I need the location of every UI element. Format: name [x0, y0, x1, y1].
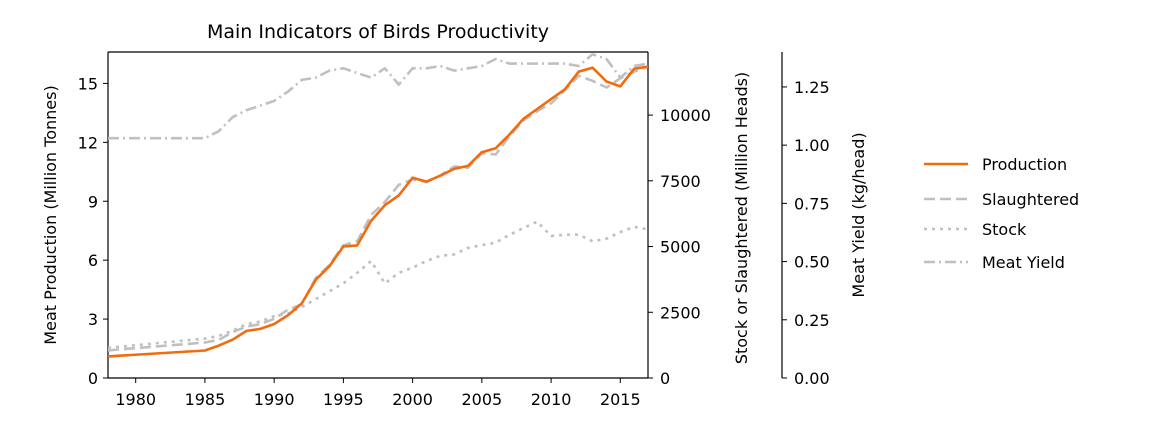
- legend-label-stock: Stock: [982, 220, 1027, 239]
- right1-axis-label: Stock or Slaughtered (Million Heads): [732, 72, 751, 364]
- tick-labels: 1980 1985 1990 1995 2000 2005 2010 2015 0 3 6 9 12 15…: [78, 74, 830, 409]
- x-tick-label: 1990: [254, 390, 295, 409]
- right2-tick-label: 0.00: [794, 369, 830, 388]
- right2-tick-label: 1.25: [794, 78, 830, 97]
- right1-tick-label: 5000: [660, 238, 701, 257]
- chart-title: Main Indicators of Birds Productivity: [207, 21, 549, 43]
- series-meat-yield: [108, 52, 648, 140]
- right1-tick-label: 2500: [660, 303, 701, 322]
- x-tick-label: 2000: [392, 390, 433, 409]
- left-tick-label: 12: [78, 133, 98, 152]
- series-production: [108, 65, 648, 358]
- legend: Production Slaughtered Stock Meat Yield: [924, 155, 1079, 272]
- left-axis-label: Meat Production (Million Tonnes): [41, 85, 60, 344]
- axes: [103, 51, 787, 383]
- left-tick-label: 6: [88, 251, 98, 270]
- left-tick-label: 9: [88, 192, 98, 211]
- x-tick-label: 2015: [600, 390, 641, 409]
- series-slaughtered: [108, 65, 648, 352]
- right2-tick-label: 0.75: [794, 194, 830, 213]
- right1-tick-label: 10000: [660, 106, 711, 125]
- legend-label-meat-yield: Meat Yield: [982, 253, 1065, 272]
- x-tick-label: 1995: [323, 390, 364, 409]
- series-stock: [108, 220, 648, 350]
- right2-axis-label: Meat Yield (kg/head): [849, 132, 868, 297]
- left-tick-label: 3: [88, 310, 98, 329]
- x-tick-label: 1980: [115, 390, 156, 409]
- data-lines: [108, 52, 648, 358]
- right2-tick-label: 0.25: [794, 311, 830, 330]
- legend-label-production: Production: [982, 155, 1067, 174]
- right1-tick-label: 7500: [660, 172, 701, 191]
- left-tick-label: 15: [78, 74, 98, 93]
- x-tick-label: 2010: [531, 390, 572, 409]
- left-tick-label: 0: [88, 369, 98, 388]
- legend-label-slaughtered: Slaughtered: [982, 190, 1079, 209]
- right2-tick-label: 0.50: [794, 253, 830, 272]
- right2-tick-label: 1.00: [794, 136, 830, 155]
- x-tick-label: 2005: [461, 390, 502, 409]
- right1-tick-label: 0: [660, 369, 670, 388]
- x-tick-label: 1985: [185, 390, 226, 409]
